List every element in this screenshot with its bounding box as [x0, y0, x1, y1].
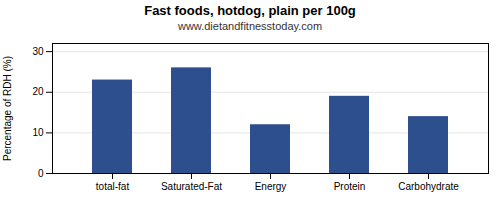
svg-text:total-fat: total-fat [96, 181, 130, 192]
svg-text:0: 0 [38, 168, 44, 179]
svg-text:Percentage of RDH (%): Percentage of RDH (%) [2, 56, 13, 161]
svg-text:10: 10 [32, 127, 44, 138]
svg-text:20: 20 [32, 86, 44, 97]
html-text:www.dietandfitnesstoday.com: www.dietandfitnesstoday.com [178, 20, 322, 32]
svg-text:Energy: Energy [255, 181, 287, 192]
html-text:Fast foods, hotdog, plain per: Fast foods, hotdog, plain per 100g [144, 3, 356, 18]
svg-text:30: 30 [32, 46, 44, 57]
svg-text:Saturated-Fat: Saturated-Fat [161, 181, 222, 192]
svg-text:Carbohydrate: Carbohydrate [398, 181, 459, 192]
svg-text:Protein: Protein [334, 181, 366, 192]
